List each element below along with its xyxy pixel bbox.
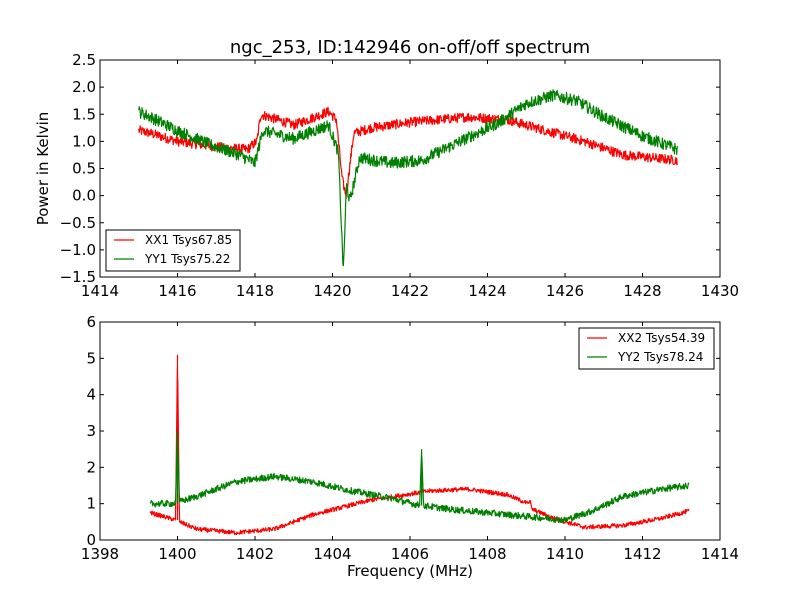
bottom-x-tick-label: 1406 bbox=[391, 545, 429, 563]
top-legend-box bbox=[105, 229, 241, 272]
bottom-x-tick-label: 1402 bbox=[236, 545, 274, 563]
top-x-tick-label: 1416 bbox=[158, 282, 196, 300]
bottom-x-axis-label: Frequency (MHz) bbox=[347, 562, 473, 580]
legend-label-yy1: YY1 Tsys75.22 bbox=[144, 252, 230, 266]
top-y-axis-label: Power in Kelvin bbox=[34, 112, 52, 226]
top-y-tick-label: −1.0 bbox=[60, 241, 96, 259]
top-x-tick-label: 1424 bbox=[468, 282, 506, 300]
bottom-y-tick-label: 5 bbox=[86, 349, 96, 367]
legend-label-xx1: XX1 Tsys67.85 bbox=[145, 233, 232, 247]
bottom-x-tick-label: 1408 bbox=[468, 545, 506, 563]
bottom-axes: 1398 1400 1402 1404 1406 1408 1410 1412 1414 0 1 2 3… bbox=[81, 313, 739, 580]
legend-label-yy2: YY2 Tsys78.24 bbox=[617, 350, 703, 364]
top-y-tick-label: 0.5 bbox=[72, 160, 96, 178]
top-x-tick-label: 1414 bbox=[81, 282, 119, 300]
top-legend: XX1 Tsys67.85 YY1 Tsys75.22 bbox=[105, 229, 241, 272]
bottom-y-tick-label: 0 bbox=[86, 531, 96, 549]
top-x-tick-label: 1418 bbox=[236, 282, 274, 300]
top-x-tick-label: 1430 bbox=[701, 282, 739, 300]
top-y-tick-label: 0.0 bbox=[72, 187, 96, 205]
top-ticks: 1414 1416 1418 1420 1422 1424 1426 1428 1430 −1.5… bbox=[60, 51, 740, 300]
top-series-line-2 bbox=[138, 89, 678, 267]
top-y-tick-label: −1.5 bbox=[60, 268, 96, 286]
bottom-x-tick-label: 1404 bbox=[313, 545, 351, 563]
bottom-x-tick-label: 1414 bbox=[701, 545, 739, 563]
top-series-lines bbox=[138, 89, 678, 267]
top-x-tick-label: 1420 bbox=[313, 282, 351, 300]
top-x-tick-label: 1422 bbox=[391, 282, 429, 300]
bottom-x-tick-label: 1410 bbox=[546, 545, 584, 563]
top-y-tick-label: −0.5 bbox=[60, 214, 96, 232]
bottom-y-tick-label: 6 bbox=[86, 313, 96, 331]
top-x-tick-label: 1428 bbox=[623, 282, 661, 300]
bottom-legend: XX2 Tsys54.39 YY2 Tsys78.24 bbox=[578, 327, 715, 370]
bottom-y-tick-label: 3 bbox=[86, 422, 96, 440]
top-y-tick-label: 2.0 bbox=[72, 78, 96, 96]
bottom-y-tick-label: 4 bbox=[86, 386, 96, 404]
legend-label-xx2: XX2 Tsys54.39 bbox=[618, 331, 705, 345]
top-y-tick-label: 1.0 bbox=[72, 132, 96, 150]
bottom-x-tick-label: 1400 bbox=[158, 545, 196, 563]
top-y-tick-label: 2.5 bbox=[72, 51, 96, 69]
bottom-y-tick-label: 1 bbox=[86, 495, 96, 513]
bottom-axes-frame bbox=[99, 321, 721, 541]
bottom-legend-box bbox=[578, 327, 715, 370]
top-x-tick-label: 1426 bbox=[546, 282, 584, 300]
bottom-y-tick-label: 2 bbox=[86, 458, 96, 476]
bottom-x-tick-label: 1398 bbox=[81, 545, 119, 563]
chart-title: ngc_253, ID:142946 on-off/off spectrum bbox=[230, 37, 590, 58]
bottom-x-tick-label: 1412 bbox=[623, 545, 661, 563]
top-y-tick-label: 1.5 bbox=[72, 105, 96, 123]
top-axes: 1414 1416 1418 1420 1422 1424 1426 1428 1430 −1.5… bbox=[34, 51, 739, 300]
top-axes-frame bbox=[99, 59, 721, 278]
bottom-series-lines bbox=[149, 354, 690, 536]
bottom-series-line-2 bbox=[149, 431, 690, 524]
